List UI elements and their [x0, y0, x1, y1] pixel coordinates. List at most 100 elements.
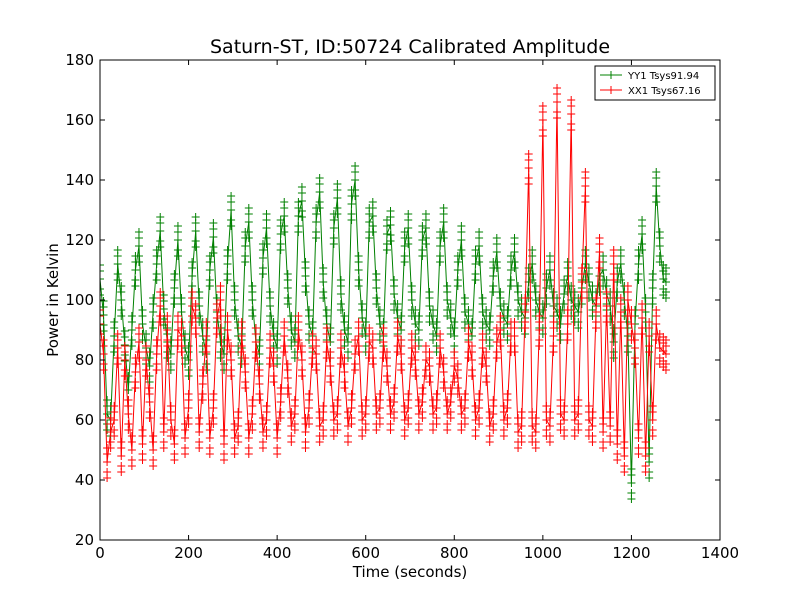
data-point-marker: [244, 434, 253, 442]
data-point-marker: [368, 212, 377, 220]
data-point-marker-extra: [521, 318, 530, 326]
data-point-marker: [170, 284, 179, 292]
data-point-marker-extra: [616, 318, 625, 326]
data-point-marker-extra: [209, 243, 218, 251]
data-point-marker-extra: [661, 270, 670, 278]
data-point-marker-extra: [503, 396, 512, 404]
data-point-marker-extra: [545, 432, 554, 440]
legend-box: [594, 65, 716, 101]
data-point-marker-extra: [620, 444, 629, 452]
data-point-marker-extra: [464, 312, 473, 320]
data-point-marker-extra: [485, 336, 494, 344]
data-point-marker: [326, 362, 335, 370]
data-point-marker: [216, 338, 225, 346]
data-point-marker-extra: [531, 438, 540, 446]
data-point-marker-extra: [528, 270, 537, 278]
data-point-marker-extra: [276, 240, 285, 248]
data-point-marker-extra: [634, 270, 643, 278]
data-point-marker: [602, 302, 611, 310]
y-tick-label: 120: [65, 231, 94, 249]
data-point-marker-extra: [372, 402, 381, 410]
data-point-marker-extra: [283, 294, 292, 302]
data-point-marker: [382, 362, 391, 370]
data-point-marker-extra: [450, 324, 459, 332]
data-point-marker: [638, 230, 647, 238]
data-point-marker: [475, 404, 484, 412]
data-point-marker: [460, 404, 469, 412]
data-point-marker: [127, 446, 136, 454]
y-axis-label: Power in Kelvin: [44, 243, 62, 357]
data-point-marker-extra: [563, 264, 572, 272]
data-point-marker-extra: [602, 312, 611, 320]
data-point-marker: [553, 98, 562, 106]
data-point-marker: [202, 332, 211, 340]
data-point-marker: [315, 188, 324, 196]
data-point-marker: [478, 344, 487, 352]
data-point-marker-extra: [553, 108, 562, 116]
data-point-marker: [251, 338, 260, 346]
data-point-marker-extra: [453, 366, 462, 374]
data-point-marker-extra: [531, 420, 540, 428]
x-tick-label: 400: [263, 544, 292, 562]
data-point-marker-extra: [156, 294, 165, 302]
data-point-marker-extra: [195, 420, 204, 428]
data-point-marker-extra: [333, 204, 342, 212]
y-tick-label: 40: [75, 471, 94, 489]
data-point-marker-extra: [294, 336, 303, 344]
data-point-marker-extra: [117, 306, 126, 314]
data-point-marker-extra: [329, 408, 338, 416]
data-point-marker-extra: [287, 414, 296, 422]
data-point-marker: [100, 350, 108, 358]
data-point-marker-extra: [556, 420, 565, 428]
data-point-marker-extra: [340, 318, 349, 326]
data-point-marker-extra: [577, 270, 586, 278]
data-point-marker-extra: [414, 336, 423, 344]
y-tick-label: 80: [75, 351, 94, 369]
data-point-marker: [411, 356, 420, 364]
data-point-marker: [166, 416, 175, 424]
data-point-marker: [514, 296, 523, 304]
data-point-marker-extra: [202, 360, 211, 368]
data-point-marker: [322, 338, 331, 346]
data-point-marker: [188, 302, 197, 310]
data-point-marker-extra: [592, 300, 600, 308]
data-point-marker-extra: [351, 186, 360, 194]
data-point-marker-extra: [439, 210, 448, 218]
data-point-marker: [616, 308, 625, 316]
data-point-marker-extra: [188, 294, 197, 302]
legend: YY1 Tsys91.94 XX1 Tsys67.16: [594, 65, 716, 101]
data-point-marker-extra: [439, 378, 448, 386]
data-point-marker: [113, 344, 122, 352]
data-point-marker-extra: [198, 390, 207, 398]
data-point-marker-extra: [510, 240, 519, 248]
legend-label: YY1 Tsys91.94: [627, 71, 699, 82]
data-point-marker-extra: [560, 408, 569, 416]
data-point-marker: [269, 332, 278, 340]
data-point-marker: [570, 302, 579, 310]
data-point-marker: [549, 332, 558, 340]
data-point-marker-extra: [638, 306, 647, 314]
data-point-marker: [227, 356, 236, 364]
data-point-marker: [443, 410, 452, 418]
data-point-marker: [258, 254, 267, 262]
data-point-marker-extra: [152, 270, 161, 278]
data-point-marker: [177, 332, 186, 340]
data-point-marker-extra: [404, 234, 413, 242]
data-point-marker-extra: [255, 390, 264, 398]
data-point-marker-extra: [117, 444, 126, 452]
data-point-marker-extra: [248, 402, 257, 410]
data-point-marker: [592, 308, 600, 316]
data-point-marker-extra: [156, 237, 165, 245]
data-point-marker-extra: [645, 342, 654, 350]
data-point-marker: [414, 410, 423, 418]
data-point-marker-extra: [294, 318, 303, 326]
data-point-marker-extra: [574, 420, 583, 428]
data-point-marker: [220, 440, 228, 448]
data-point-marker-extra: [361, 342, 370, 350]
data-point-marker-extra: [475, 252, 484, 260]
data-point-marker-extra: [645, 324, 654, 332]
data-point-marker: [372, 284, 381, 292]
data-point-marker: [283, 374, 292, 382]
data-point-marker-extra: [514, 306, 523, 314]
data-point-marker: [535, 326, 544, 334]
